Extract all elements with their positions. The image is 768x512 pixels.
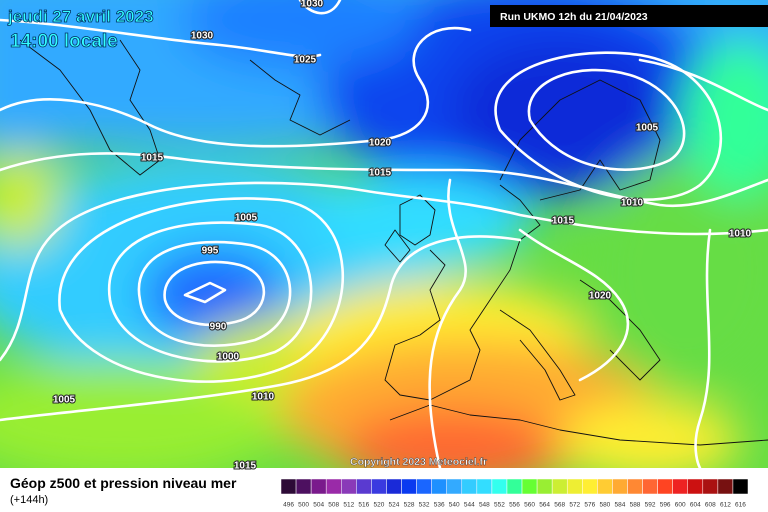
map-field (0, 0, 768, 468)
run-box (490, 5, 768, 27)
scale-label: 564 (539, 502, 550, 509)
scale-swatch (642, 478, 658, 495)
isobar-label: 1010 (621, 198, 644, 209)
scale-swatch (371, 478, 387, 495)
scale-swatch (356, 478, 372, 495)
scale-swatch (627, 478, 643, 495)
scale-label: 536 (434, 502, 445, 509)
scale-label: 584 (615, 502, 626, 509)
scale-label: 592 (645, 502, 656, 509)
isobar-label: 1015 (234, 461, 257, 472)
scale-swatch (341, 478, 357, 495)
scale-swatch (597, 478, 613, 495)
copyright: Copyright 2023 Meteociel.fr (350, 456, 487, 468)
scale-label: 524 (389, 502, 400, 509)
scale-label: 548 (479, 502, 490, 509)
scale-label: 572 (569, 502, 580, 509)
scale-label: 544 (464, 502, 475, 509)
scale-swatch (446, 478, 463, 495)
scale-label: 576 (584, 502, 595, 509)
scale-swatch (401, 478, 417, 495)
isobar-label: 995 (202, 246, 219, 257)
scale-label: 540 (449, 502, 460, 509)
run-info: Run UKMO 12h du 21/04/2023 (500, 11, 648, 23)
isobar-label: 1015 (552, 216, 575, 227)
isobar-labels: 1030 1030 1025 1020 1015 1015 1005 995 990 1000 10… (52, 0, 753, 473)
isobar-label: 1020 (369, 138, 392, 149)
scale-swatch (521, 478, 538, 495)
scale-swatch (551, 478, 568, 495)
forecast-date: jeudi 27 avril 2023 (7, 7, 154, 26)
isobar-label: 1030 (191, 31, 214, 42)
scale-label: 500 (298, 502, 309, 509)
scale-swatch (386, 478, 402, 495)
footer-title: Géop z500 et pression niveau mer (10, 475, 237, 491)
scale-label: 608 (705, 502, 716, 509)
scale-swatch (582, 478, 598, 495)
isobar-label: 1000 (217, 352, 240, 363)
scale-label: 516 (358, 502, 369, 509)
scale-swatch (612, 478, 628, 495)
isobar-label: 1020 (589, 291, 612, 302)
scale-swatch (657, 478, 673, 495)
scale-label: 580 (599, 502, 610, 509)
scale-label: 568 (554, 502, 565, 509)
isobar-label: 1010 (252, 392, 275, 403)
scale-label: 504 (313, 502, 324, 509)
scale-swatch (491, 478, 508, 495)
scale-swatch (672, 478, 688, 495)
scale-swatch (506, 478, 523, 495)
isobar-label: 1005 (53, 395, 76, 406)
scale-label: 528 (404, 502, 415, 509)
scale-label: 596 (660, 502, 671, 509)
scale-label: 604 (690, 502, 701, 509)
isobar-label: 1005 (235, 213, 258, 224)
scale-label: 552 (494, 502, 505, 509)
scale-label: 496 (283, 502, 294, 509)
scale-swatch (295, 478, 312, 495)
scale-swatch (461, 478, 478, 495)
scale-label: 588 (630, 502, 641, 509)
scale-swatch (717, 478, 734, 495)
scale-swatch (732, 478, 749, 495)
isobar-label: 1010 (729, 229, 752, 240)
lead-time: (+144h) (10, 494, 48, 506)
color-scale: 496 500 504 508 512 516 520 524 528 532 536 540 544 5… (280, 478, 749, 509)
scale-swatch (566, 478, 583, 495)
scale-swatch (310, 478, 327, 495)
scale-label: 556 (509, 502, 520, 509)
isobar-label: 1030 (301, 0, 324, 10)
isobar-label: 1015 (369, 168, 392, 179)
scale-swatch (476, 478, 493, 495)
scale-label: 508 (328, 502, 339, 509)
scale-label: 560 (524, 502, 535, 509)
isobar-label: 1005 (636, 123, 659, 134)
scale-label: 616 (735, 502, 746, 509)
scale-swatch (536, 478, 553, 495)
scale-label: 512 (343, 502, 354, 509)
isobar-label: 1015 (141, 153, 164, 164)
scale-swatch (416, 478, 432, 495)
scale-swatch (702, 478, 719, 495)
scale-swatch (280, 478, 297, 495)
scale-label: 612 (720, 502, 731, 509)
forecast-time: 14:00 locale (10, 31, 118, 52)
scale-label: 532 (419, 502, 430, 509)
isobar-label: 1025 (294, 55, 317, 66)
scale-swatch (325, 478, 342, 495)
scale-swatch (431, 478, 447, 495)
scale-label: 520 (373, 502, 384, 509)
isobar-label: 990 (210, 322, 227, 333)
scale-label: 600 (675, 502, 686, 509)
scale-swatch (687, 478, 704, 495)
